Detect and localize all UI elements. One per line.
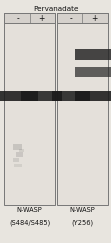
Bar xyxy=(19,149,24,153)
Text: N-WASP: N-WASP xyxy=(70,207,95,213)
Bar xyxy=(0,91,38,101)
Text: +: + xyxy=(91,14,97,23)
Text: -: - xyxy=(17,14,19,23)
Bar xyxy=(4,13,55,205)
Bar xyxy=(16,152,23,156)
Text: -: - xyxy=(69,14,72,23)
Bar xyxy=(4,13,55,23)
Bar xyxy=(21,91,61,101)
Text: +: + xyxy=(38,14,45,23)
Bar xyxy=(13,144,22,150)
Bar xyxy=(75,67,111,77)
Text: (S484/S485): (S484/S485) xyxy=(9,220,50,226)
Bar xyxy=(75,49,111,60)
Bar xyxy=(75,91,111,101)
Text: (Y256): (Y256) xyxy=(71,220,93,226)
Bar xyxy=(57,13,108,205)
Bar xyxy=(14,164,22,167)
Text: Pervanadate: Pervanadate xyxy=(33,6,78,12)
Text: N-WASP: N-WASP xyxy=(17,207,43,213)
Bar xyxy=(13,158,19,162)
Bar xyxy=(57,13,108,23)
Bar xyxy=(52,91,90,101)
